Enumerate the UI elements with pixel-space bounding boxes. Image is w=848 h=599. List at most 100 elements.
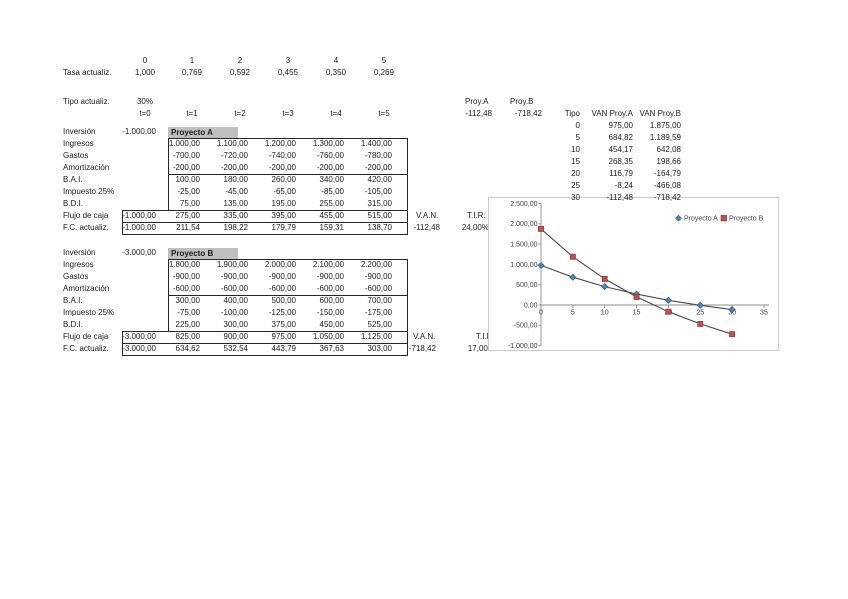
van-table-cell: 25 bbox=[571, 181, 580, 190]
row-label: Ingresos bbox=[63, 139, 94, 148]
chart-x-tick-label: 35 bbox=[760, 310, 768, 317]
chart-x-tick-label: 15 bbox=[633, 310, 641, 317]
value-cell: 135,00 bbox=[223, 199, 248, 208]
value-cell: 1.900,00 bbox=[216, 260, 248, 269]
chart-frame bbox=[488, 197, 779, 351]
van-table-cell: 268,35 bbox=[608, 157, 633, 166]
period-header: 3 bbox=[285, 56, 291, 65]
value-cell: -600,00 bbox=[316, 284, 344, 293]
row-label: Amortización bbox=[63, 163, 110, 172]
value-cell: 395,00 bbox=[271, 211, 296, 220]
chart-y-tick-label: 2.500,00 bbox=[510, 201, 537, 208]
value-cell: 700,00 bbox=[367, 296, 392, 305]
value-cell: 198,22 bbox=[223, 223, 248, 232]
chart-marker-diamond bbox=[537, 261, 545, 270]
value-cell: 634,62 bbox=[175, 344, 200, 353]
value-cell: -740,00 bbox=[268, 151, 296, 160]
chart-marker-square bbox=[697, 320, 704, 327]
van-table-cell: 198,66 bbox=[656, 157, 681, 166]
value-cell: -3.000,00 bbox=[122, 332, 156, 341]
van-table-cell: 0 bbox=[575, 121, 580, 130]
chart-marker-diamond bbox=[664, 296, 672, 304]
chart-x-tick-label: 25 bbox=[696, 310, 704, 317]
tasa-value-cell: 0,350 bbox=[325, 68, 347, 77]
van-table-cell: -718,42 bbox=[653, 193, 681, 202]
value-cell: 260,00 bbox=[271, 175, 296, 184]
value-cell: 159,31 bbox=[319, 223, 344, 232]
chart-marker-diamond bbox=[569, 273, 577, 281]
value-cell: 400,00 bbox=[223, 296, 248, 305]
van-table-cell: 15 bbox=[571, 157, 580, 166]
value-cell: 1.000,00 bbox=[168, 139, 200, 148]
chart-marker-square bbox=[633, 293, 640, 300]
value-cell: 1.125,00 bbox=[360, 332, 392, 341]
chart-y-tick-label: 1.000,00 bbox=[510, 262, 537, 269]
summary-proy-a-label: Proy.A bbox=[465, 97, 489, 106]
value-cell: 367,63 bbox=[319, 344, 344, 353]
value-cell: 211,54 bbox=[176, 223, 200, 232]
value-cell: -125,00 bbox=[268, 308, 296, 317]
van-table-header: Tipo bbox=[564, 109, 580, 118]
period-header: 2 bbox=[237, 56, 243, 65]
value-cell: -1.000,00 bbox=[122, 223, 156, 232]
value-cell: -105,00 bbox=[364, 187, 392, 196]
value-cell: -600,00 bbox=[220, 284, 248, 293]
chart-marker-diamond bbox=[601, 282, 609, 291]
value-cell: -25,00 bbox=[177, 187, 200, 196]
tipo-actualiz-label: Tipo actualiz. bbox=[63, 97, 110, 106]
project-a-van-value: -112,48 bbox=[413, 223, 440, 232]
time-header: t=4 bbox=[330, 109, 342, 118]
value-cell: -85,00 bbox=[321, 187, 344, 196]
value-cell: -700,00 bbox=[172, 151, 200, 160]
van-table-cell: 10 bbox=[571, 145, 580, 154]
time-header: t=2 bbox=[234, 109, 246, 118]
value-cell: -1.000,00 bbox=[122, 211, 156, 220]
tasa-value-cell: 0,592 bbox=[229, 68, 251, 77]
project-a-tir-label: T.I.R. bbox=[467, 211, 486, 220]
value-cell: 1.200,00 bbox=[264, 139, 296, 148]
value-cell: 138,70 bbox=[367, 223, 392, 232]
period-header: 4 bbox=[333, 56, 339, 65]
project-b-van-label: V.A.N. bbox=[413, 332, 436, 341]
legend-label-proyecto-a: Proyecto A bbox=[684, 216, 718, 223]
period-header: 1 bbox=[189, 56, 195, 65]
value-cell: 500,00 bbox=[271, 296, 296, 305]
van-table-cell: -466,08 bbox=[653, 181, 681, 190]
value-cell: 315,00 bbox=[367, 199, 392, 208]
value-cell: 275,00 bbox=[175, 211, 200, 220]
van-table-cell: -164,79 bbox=[653, 169, 681, 178]
value-cell: -3.000,00 bbox=[122, 344, 156, 353]
period-header: 5 bbox=[381, 56, 387, 65]
chart-marker-square bbox=[665, 308, 672, 315]
value-cell: 2.100,00 bbox=[312, 260, 344, 269]
value-cell: 179,79 bbox=[271, 223, 296, 232]
chart-canvas: 2.500,00 2.000,00 1.500,00 1.000,00 500,00 0,… bbox=[488, 197, 779, 351]
value-cell: -200,00 bbox=[316, 163, 344, 172]
row-label: Impuesto 25% bbox=[63, 187, 115, 196]
row-label: Inversión bbox=[63, 127, 96, 136]
tasa-actualiz-label: Tasa actualiz. bbox=[63, 68, 112, 77]
chart-marker-diamond bbox=[728, 305, 736, 314]
value-cell: 1.050,00 bbox=[312, 332, 344, 341]
value-cell: 1.100,00 bbox=[216, 139, 248, 148]
value-cell: 75,00 bbox=[179, 199, 200, 208]
value-cell: -900,00 bbox=[268, 272, 296, 281]
van-table-header: VAN Proy.A bbox=[591, 109, 634, 118]
value-cell: 303,00 bbox=[367, 344, 392, 353]
value-cell: -720,00 bbox=[220, 151, 248, 160]
value-cell: 375,00 bbox=[271, 320, 296, 329]
value-cell: 825,00 bbox=[175, 332, 200, 341]
value-cell: 900,00 bbox=[223, 332, 248, 341]
van-table-cell: 454,17 bbox=[608, 145, 633, 154]
chart-y-tick-label: 500,00 bbox=[516, 282, 538, 289]
van-table-cell: 1.875,00 bbox=[649, 121, 681, 130]
tasa-value-cell: 0,269 bbox=[373, 68, 395, 77]
value-cell: -760,00 bbox=[316, 151, 344, 160]
chart-y-tick-label: -500,00 bbox=[514, 323, 538, 330]
value-cell: -900,00 bbox=[220, 272, 248, 281]
value-cell: -600,00 bbox=[364, 284, 392, 293]
npv-sensitivity-chart: 2.500,00 2.000,00 1.500,00 1.000,00 500,00 0,… bbox=[488, 197, 779, 351]
value-cell: -75,00 bbox=[177, 308, 200, 317]
time-header: t=3 bbox=[282, 109, 294, 118]
value-cell: -780,00 bbox=[364, 151, 392, 160]
